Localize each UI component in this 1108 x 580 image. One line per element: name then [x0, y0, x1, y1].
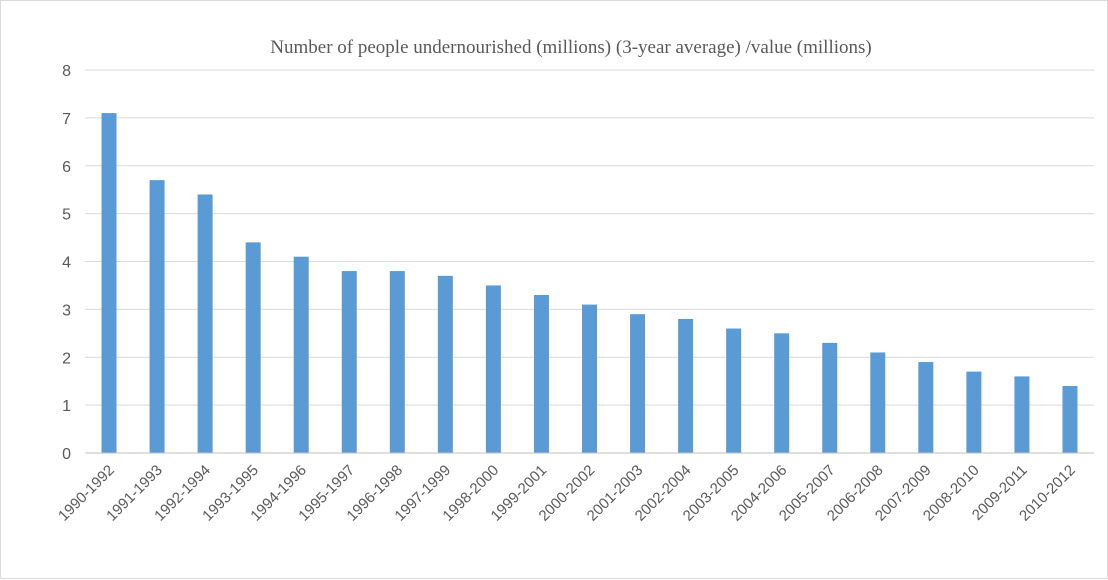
bar — [389, 271, 405, 453]
bar — [485, 285, 501, 453]
y-axis-ticks: 0 1 2 3 4 5 6 7 8 — [62, 63, 71, 463]
x-axis-ticks: 1990-19921991-19931992-19941993-19951994… — [55, 462, 1079, 525]
y-tick-label: 0 — [62, 446, 71, 463]
bar — [870, 352, 886, 453]
bar — [437, 275, 453, 453]
chart-title: Number of people undernourished (million… — [270, 37, 871, 58]
y-tick-label: 4 — [62, 255, 71, 272]
y-tick-label: 1 — [62, 398, 71, 415]
bar — [1062, 385, 1078, 453]
bar — [726, 328, 742, 453]
y-tick-label: 8 — [62, 63, 71, 80]
bar — [678, 318, 694, 453]
y-tick-label: 3 — [62, 302, 71, 319]
bar — [630, 314, 646, 453]
bar — [822, 342, 838, 453]
bar — [1014, 376, 1030, 453]
bar — [582, 304, 597, 453]
bar — [101, 113, 117, 454]
bar — [149, 180, 165, 454]
bar — [341, 271, 357, 453]
bar — [533, 295, 549, 453]
bars — [101, 113, 1078, 454]
y-tick-label: 2 — [62, 350, 71, 367]
bar — [774, 333, 790, 453]
bar — [918, 362, 934, 453]
y-tick-label: 6 — [62, 159, 71, 176]
y-tick-label: 5 — [62, 207, 71, 224]
bar — [245, 242, 261, 453]
bar — [966, 371, 982, 453]
bar — [197, 194, 213, 453]
y-tick-label: 7 — [62, 111, 71, 128]
bar — [293, 256, 309, 453]
